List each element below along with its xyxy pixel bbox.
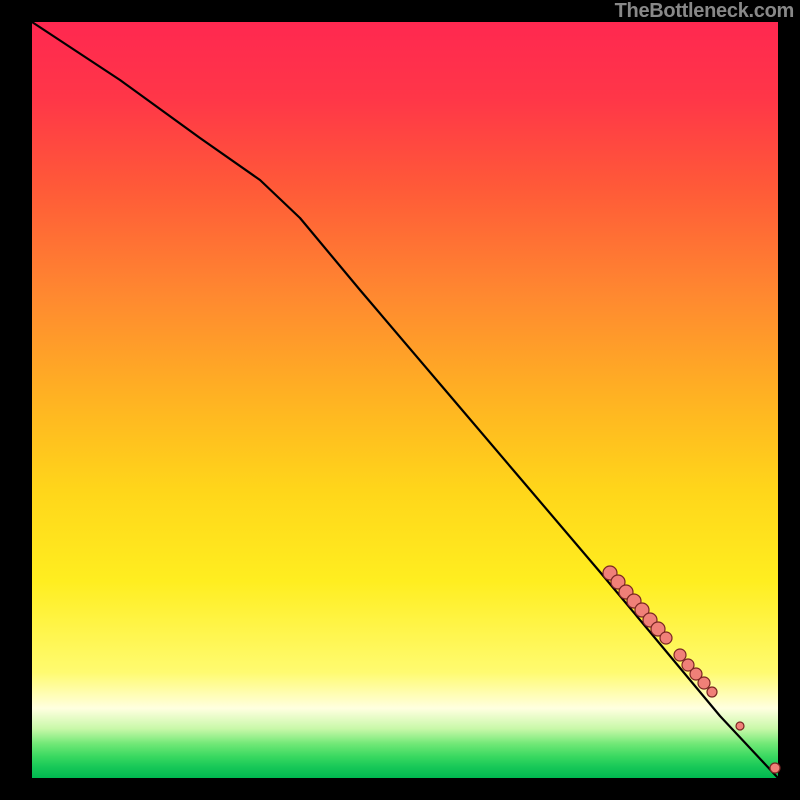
watermark-text: TheBottleneck.com bbox=[615, 0, 794, 23]
chart-container: { "watermark": { "text": "TheBottleneck.… bbox=[0, 0, 800, 800]
plot-background bbox=[32, 22, 778, 778]
data-point bbox=[660, 632, 672, 644]
data-point bbox=[698, 677, 710, 689]
data-point bbox=[674, 649, 686, 661]
bottleneck-chart bbox=[0, 0, 800, 800]
data-point bbox=[770, 763, 780, 773]
data-point bbox=[707, 687, 717, 697]
data-point bbox=[736, 722, 744, 730]
